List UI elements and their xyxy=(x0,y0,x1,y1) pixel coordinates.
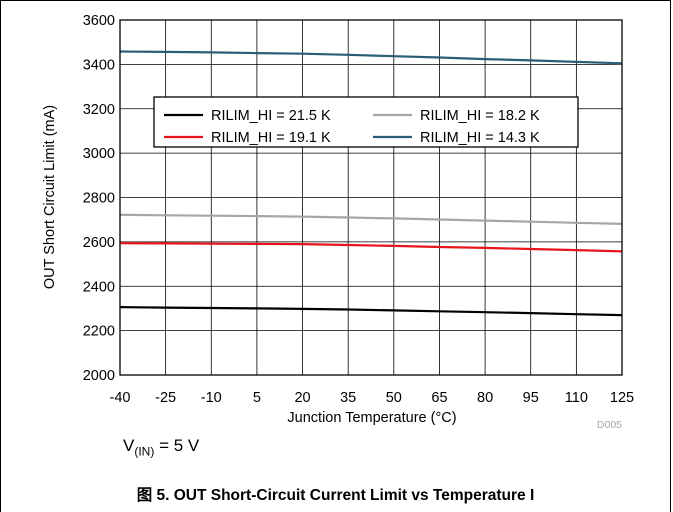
x-tick-label: 50 xyxy=(386,390,402,406)
y-tick-label: 2200 xyxy=(83,324,115,340)
condition-subscript: (IN) xyxy=(134,444,155,459)
figure-caption: 图 5. OUT Short-Circuit Current Limit vs … xyxy=(136,487,535,504)
x-tick-labels: -40 -25 -10 5 20 35 50 65 80 95 110 125 xyxy=(110,390,635,406)
y-tick-label: 2400 xyxy=(83,279,115,295)
x-tick-label: 80 xyxy=(477,390,493,406)
x-tick-label: 65 xyxy=(431,390,447,406)
x-tick-label: 20 xyxy=(294,390,310,406)
legend-label: RILIM_HI = 14.3 K xyxy=(420,130,540,146)
x-tick-label: 125 xyxy=(610,390,634,406)
condition-suffix: = 5 V xyxy=(154,436,200,455)
y-tick-label: 3400 xyxy=(83,57,115,73)
legend-label: RILIM_HI = 19.1 K xyxy=(211,130,331,146)
legend: RILIM_HI = 21.5 K RILIM_HI = 18.2 K RILIM_… xyxy=(153,96,579,148)
y-tick-label: 3600 xyxy=(83,13,115,29)
plot-frame xyxy=(119,19,623,376)
chart-series xyxy=(119,50,623,317)
x-tick-label: 5 xyxy=(253,390,261,406)
x-tick-label: 110 xyxy=(565,390,588,406)
y-tick-label: 3000 xyxy=(83,146,115,162)
x-tick-label: 95 xyxy=(523,390,539,406)
x-tick-label: -40 xyxy=(110,390,131,406)
y-tick-labels: 2000 2200 2400 2600 2800 3000 3200 3400 3600 xyxy=(83,13,115,384)
frame-top-border xyxy=(0,0,671,1)
test-condition: V(IN) = 5 V xyxy=(123,436,199,458)
frame-right-border xyxy=(670,0,671,512)
series-line xyxy=(119,306,623,317)
x-tick-label: -10 xyxy=(201,390,222,406)
series-line xyxy=(119,50,623,65)
y-axis-label: OUT Short Circuit Limit (mA) xyxy=(42,105,58,289)
chart-grid xyxy=(119,19,623,376)
frame-left-border xyxy=(0,0,1,512)
series-line xyxy=(119,242,623,253)
legend-box xyxy=(153,96,579,148)
legend-label: RILIM_HI = 18.2 K xyxy=(420,108,540,124)
x-tick-label: -25 xyxy=(155,390,176,406)
x-tick-label: 35 xyxy=(340,390,356,406)
legend-label: RILIM_HI = 21.5 K xyxy=(211,108,331,124)
series-line xyxy=(119,213,623,225)
y-tick-label: 2000 xyxy=(83,368,115,384)
y-tick-label: 2600 xyxy=(83,235,115,251)
x-axis-label: Junction Temperature (°C) xyxy=(287,410,456,426)
y-tick-label: 3200 xyxy=(83,102,115,118)
figure-id-watermark: D005 xyxy=(597,419,622,431)
condition-prefix: V xyxy=(123,436,135,455)
y-tick-label: 2800 xyxy=(83,191,115,207)
